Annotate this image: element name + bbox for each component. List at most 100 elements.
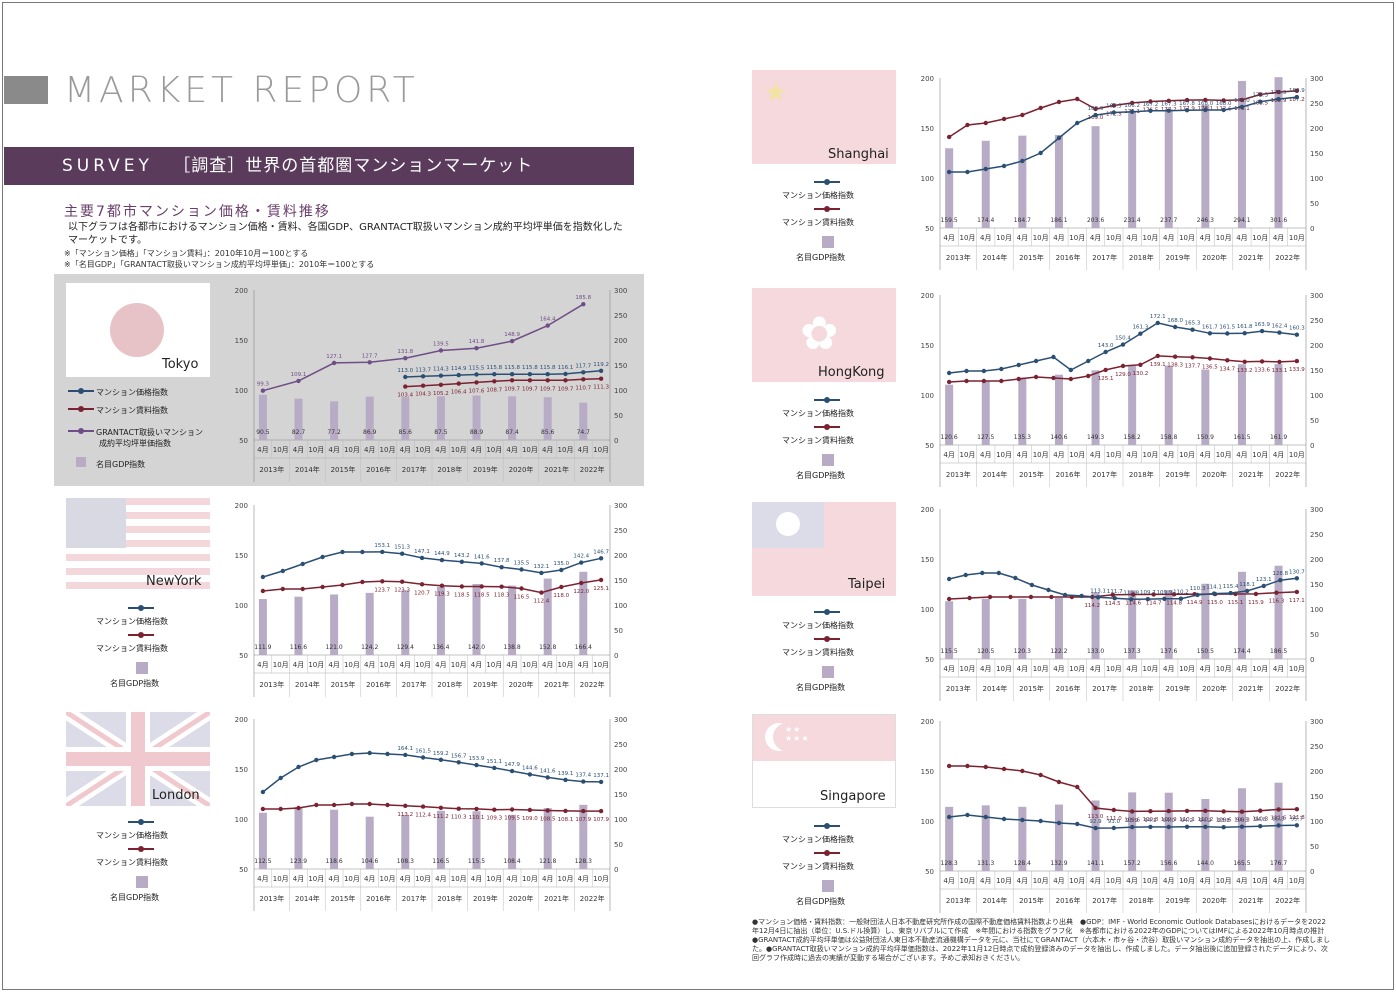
price-point — [1294, 94, 1300, 100]
price-point — [1190, 327, 1195, 332]
usa-flag-icon — [66, 498, 210, 592]
grantact-legend-icon — [68, 428, 94, 434]
rent-value-label: 109.7 — [540, 386, 556, 392]
y-tick-right: 0 — [614, 437, 618, 445]
gdp-bar — [1018, 135, 1027, 228]
price-point — [399, 551, 405, 556]
note-1: ※「マンション価格」「マンション賃料」：2010年10月＝100とする — [64, 249, 309, 258]
price-value-label: 128.8 — [1272, 571, 1288, 577]
price-value-label: 113.7 — [415, 367, 431, 373]
price-value-label: 113.1 — [1090, 588, 1106, 594]
price-value-label: 160.3 — [1289, 326, 1305, 332]
x-tick-half: 4月 — [1163, 234, 1174, 242]
rent-value-label: 107.6 — [469, 388, 485, 394]
price-point — [509, 768, 515, 774]
price-point — [1166, 824, 1171, 830]
rent-value-label: 139.1 — [1150, 362, 1166, 368]
price-value-label: 142.4 — [573, 554, 589, 560]
x-tick-year: 2016年 — [366, 465, 391, 474]
price-point — [1145, 596, 1151, 602]
price-point — [996, 570, 1002, 576]
x-tick-half: 10月 — [1069, 234, 1085, 242]
rent-point — [1155, 353, 1160, 359]
x-tick-year: 2022年 — [580, 680, 605, 689]
x-tick-year: 2017年 — [402, 680, 427, 689]
price-point — [1056, 820, 1062, 826]
rent-point — [479, 584, 484, 589]
gdp-label: 116.5 — [432, 858, 449, 865]
gdp-bar — [1128, 112, 1137, 228]
price-value-label: 143.2 — [454, 553, 470, 559]
rent-point — [1203, 97, 1208, 103]
x-tick-year: 2015年 — [1019, 684, 1044, 693]
x-tick-year: 2019年 — [473, 894, 498, 903]
y-tick-left: 150 — [235, 552, 248, 560]
gdp-bar — [945, 148, 954, 228]
x-tick-half: 10月 — [380, 446, 396, 454]
price-value-label: 113.0 — [397, 368, 413, 374]
gdp-label: 152.8 — [539, 644, 556, 651]
gdp-bar — [472, 584, 481, 655]
rent-point — [278, 806, 283, 812]
rent-point — [1111, 807, 1117, 813]
rent-value-label: 110.2 — [1197, 817, 1213, 823]
price-point — [403, 374, 408, 380]
x-tick-year: 2014年 — [982, 896, 1007, 905]
gdp-label: 104.6 — [361, 858, 378, 865]
price-point — [278, 775, 283, 781]
x-tick-half: 10月 — [1142, 665, 1158, 673]
grantact-point — [260, 388, 266, 393]
singapore-flag-icon: ★★ ★★★ — [752, 714, 896, 808]
price-point — [1228, 590, 1233, 596]
city-label-hongkong: HongKong — [818, 365, 885, 380]
rent-point — [559, 584, 564, 590]
y-tick-right: 200 — [614, 337, 627, 345]
rent-value-label: 125.1 — [1098, 376, 1114, 382]
rent-legend-icon — [68, 406, 94, 412]
price-value-label: 130.7 — [1289, 569, 1305, 575]
rent-point — [296, 805, 301, 811]
rent-point — [331, 802, 337, 808]
rent-value-label: 115.9 — [1248, 600, 1264, 606]
rent-point — [1148, 809, 1153, 814]
rent-line — [262, 803, 602, 812]
rent-point — [1001, 766, 1007, 772]
price-point — [456, 372, 461, 378]
price-point — [964, 368, 969, 374]
price-point — [1103, 349, 1108, 355]
grantact-value-label: 185.8 — [575, 295, 591, 301]
price-value-label: 144.6 — [522, 765, 538, 771]
price-value-label: 151.3 — [394, 545, 410, 551]
gdp-bar — [1237, 788, 1246, 871]
gdp-label: 237.7 — [1160, 217, 1177, 224]
y-tick-left: 50 — [925, 868, 934, 876]
x-tick-half: 4月 — [943, 451, 954, 459]
x-tick-year: 2013年 — [946, 253, 971, 262]
grantact-value-label: 141.8 — [469, 339, 485, 345]
gdp-bar — [1201, 799, 1210, 871]
x-tick-year: 2016年 — [1056, 253, 1081, 262]
rent-value-label: 104.3 — [415, 392, 431, 398]
rent-point — [499, 584, 504, 589]
price-value-label: 172.1 — [1150, 314, 1166, 320]
gdp-label: 144.0 — [1197, 860, 1214, 867]
price-value-label: 114.9 — [451, 366, 467, 372]
gdp-bar — [1201, 104, 1210, 228]
gdp-bar — [294, 398, 303, 440]
gdp-bar — [508, 396, 517, 440]
price-point — [380, 549, 385, 555]
rent-point — [1277, 359, 1282, 365]
legend-rent: マンション賃料指数 — [782, 648, 854, 657]
x-tick-half: 4月 — [1273, 451, 1284, 459]
rent-point — [1068, 376, 1074, 382]
price-value-label: 115.8 — [540, 365, 556, 371]
rent-point — [349, 801, 355, 807]
rent-point — [983, 764, 988, 770]
x-tick-half: 10月 — [273, 446, 289, 454]
price-point — [1129, 109, 1135, 114]
gdp-bar — [579, 804, 588, 869]
price-value-label: 110.8 — [1123, 590, 1139, 596]
x-tick-half: 4月 — [1236, 451, 1247, 459]
y-tick-right: 50 — [1310, 631, 1319, 639]
